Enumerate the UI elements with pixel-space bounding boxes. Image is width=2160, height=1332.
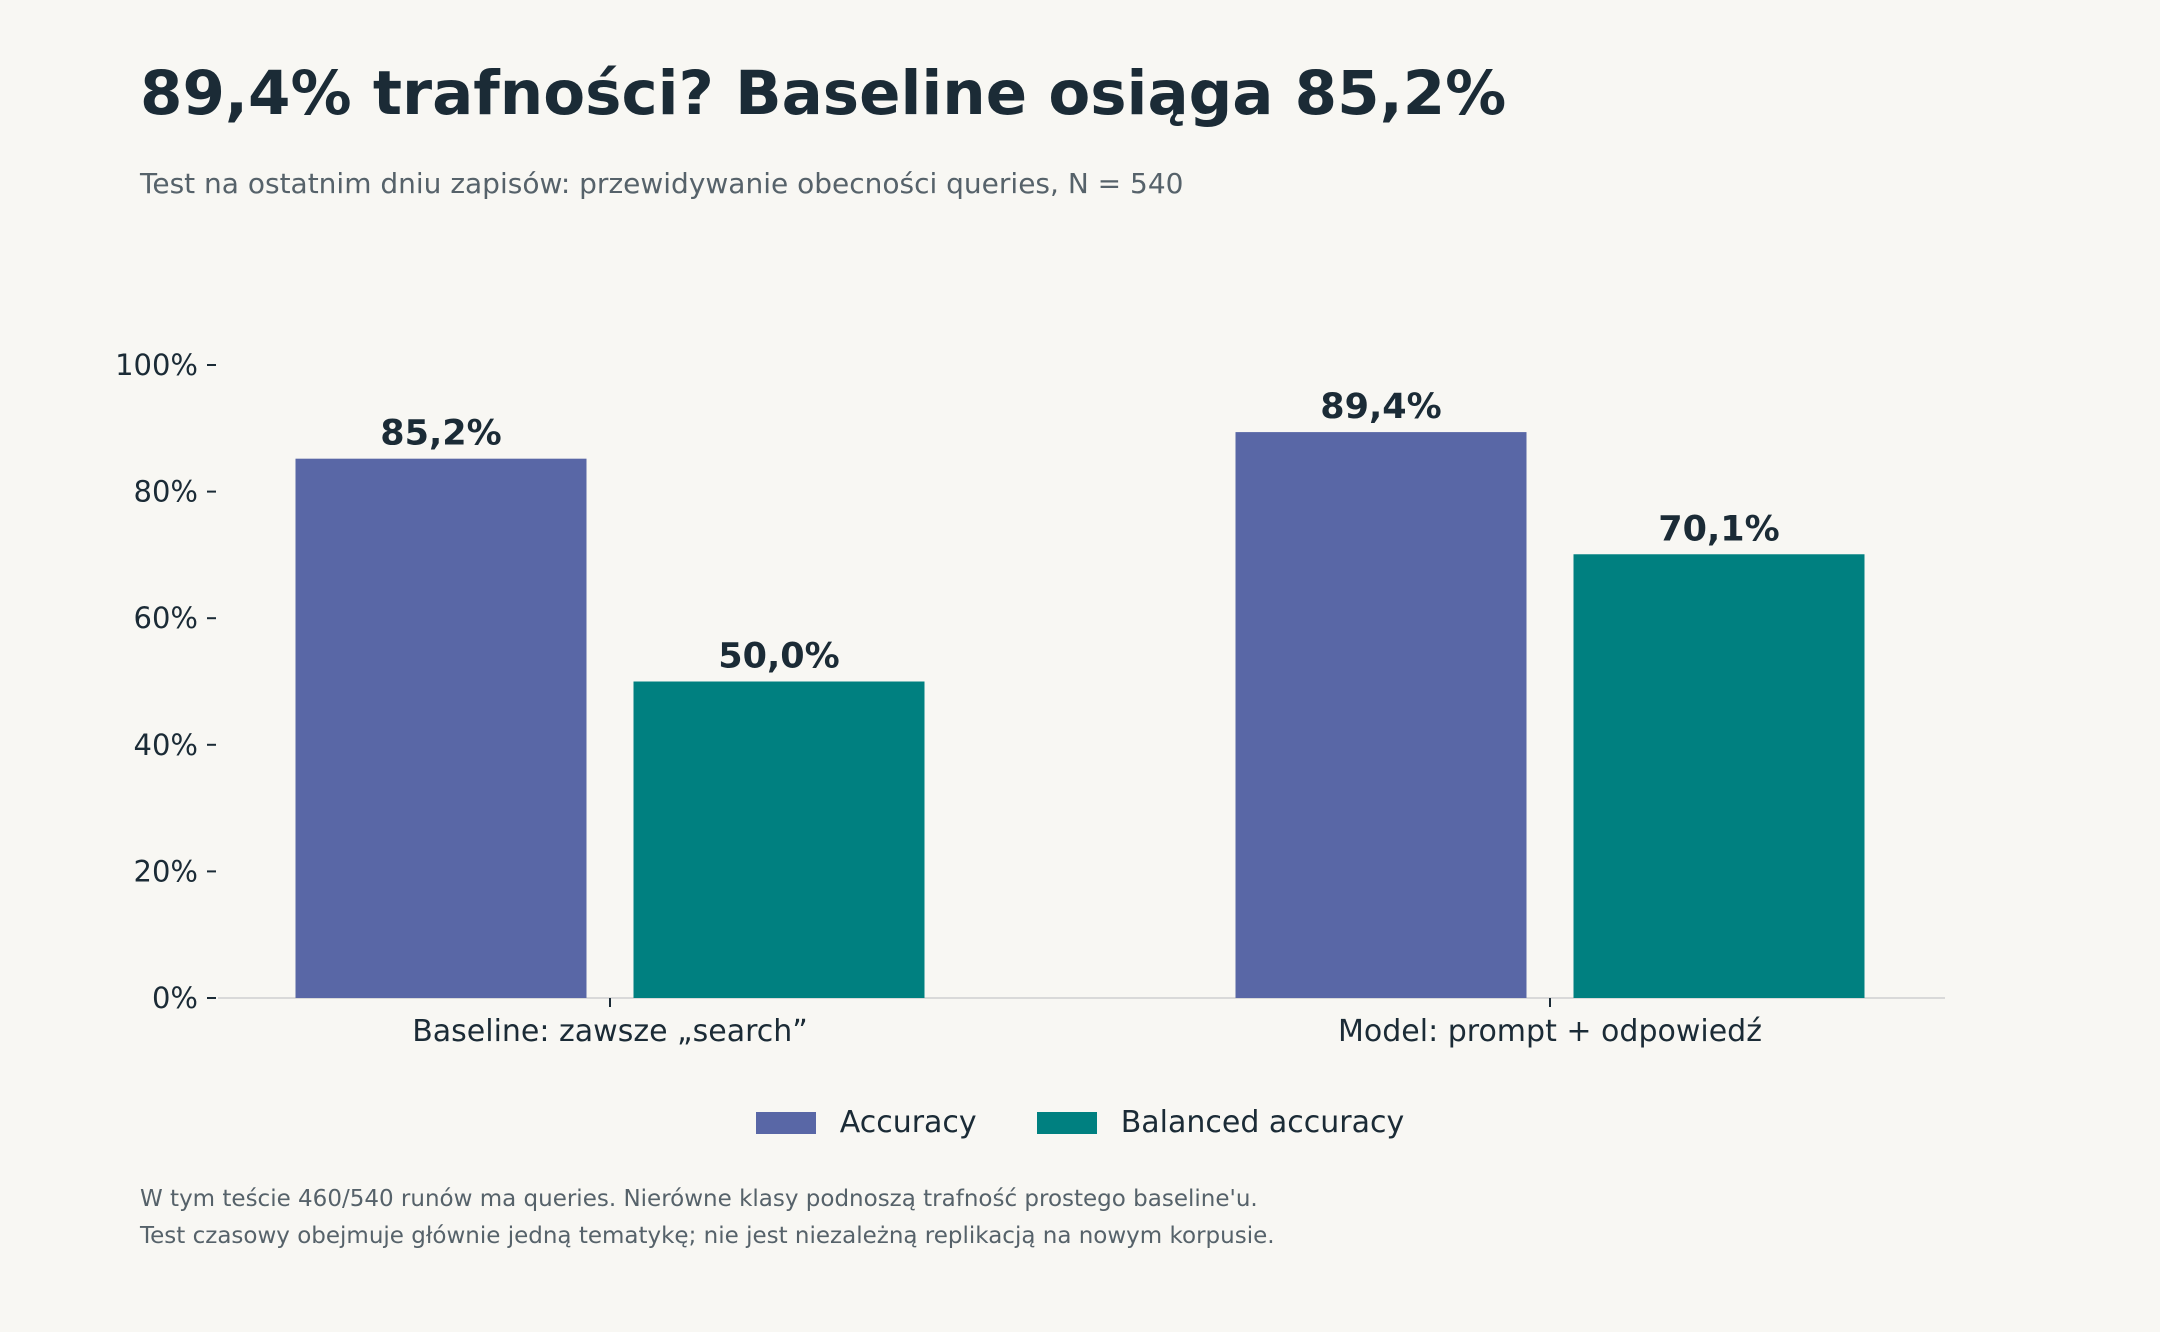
bar-chart: 0% 20% 40% 60% 80% 100% Baseline: zawsze „sear… bbox=[115, 348, 1945, 1049]
bar-value-label: 85,2% bbox=[380, 414, 501, 454]
chart-legend: Accuracy Balanced accuracy bbox=[0, 1105, 2160, 1140]
bar-accuracy bbox=[1235, 432, 1527, 998]
y-tick-label: 60% bbox=[134, 601, 198, 635]
bar-balanced-accuracy bbox=[633, 681, 925, 998]
legend-item-accuracy: Accuracy bbox=[755, 1105, 977, 1140]
category-label: Baseline: zawsze „search” bbox=[412, 1014, 808, 1049]
legend-item-balanced-accuracy: Balanced accuracy bbox=[1036, 1105, 1405, 1140]
bar-value-label: 70,1% bbox=[1658, 509, 1779, 549]
bar-value-label: 89,4% bbox=[1320, 387, 1441, 427]
y-tick-label: 0% bbox=[152, 981, 198, 1015]
chart-subtitle: Test na ostatnim dniu zapisów: przewidyw… bbox=[140, 167, 1184, 200]
bar-balanced-accuracy bbox=[1573, 554, 1865, 998]
bar-accuracy bbox=[295, 458, 587, 999]
y-tick-label: 20% bbox=[134, 854, 198, 888]
footnote-2: Test czasowy obejmuje głównie jedną tema… bbox=[140, 1223, 1275, 1249]
y-tick-label: 40% bbox=[134, 728, 198, 762]
legend-label-balanced-accuracy: Balanced accuracy bbox=[1120, 1105, 1405, 1140]
y-tick-label: 80% bbox=[134, 475, 198, 509]
legend-swatch-accuracy bbox=[755, 1111, 816, 1134]
bar-value-label: 50,0% bbox=[718, 637, 839, 677]
footnote-1: W tym teście 460/540 runów ma queries. N… bbox=[140, 1186, 1258, 1212]
category-label: Model: prompt + odpowiedź bbox=[1338, 1014, 1762, 1049]
legend-label-accuracy: Accuracy bbox=[839, 1105, 977, 1140]
chart-title: 89,4% trafności? Baseline osiąga 85,2% bbox=[140, 58, 1507, 129]
y-tick-label: 100% bbox=[115, 348, 198, 382]
legend-swatch-balanced-accuracy bbox=[1036, 1111, 1097, 1134]
